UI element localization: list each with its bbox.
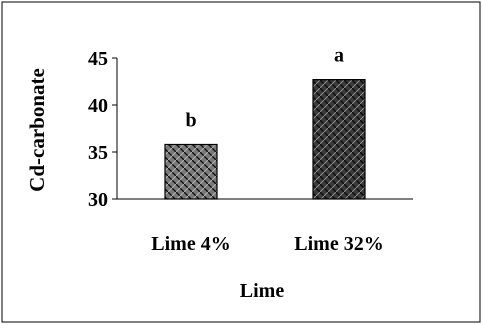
y-tick-label: 45: [88, 48, 108, 70]
y-tick-label: 40: [88, 95, 108, 117]
bar-lime-4: [164, 143, 218, 200]
bar-lime-32: [312, 79, 366, 200]
y-tick-label: 30: [88, 189, 108, 211]
x-tick-label: Lime 4%: [151, 233, 230, 255]
x-axis-tick-labels: Lime 4% Lime 32%: [151, 233, 383, 255]
bar-data-label: b: [185, 109, 196, 131]
bars: ba: [164, 45, 366, 200]
x-tick-label: Lime 32%: [294, 233, 383, 255]
x-axis-label: Lime: [240, 280, 285, 302]
y-axis-label: Cd-carbonate: [25, 68, 49, 192]
y-axis-ticks: 30 35 40 45: [88, 48, 117, 211]
bar-data-label: a: [334, 45, 344, 67]
y-tick-label: 35: [88, 142, 108, 164]
